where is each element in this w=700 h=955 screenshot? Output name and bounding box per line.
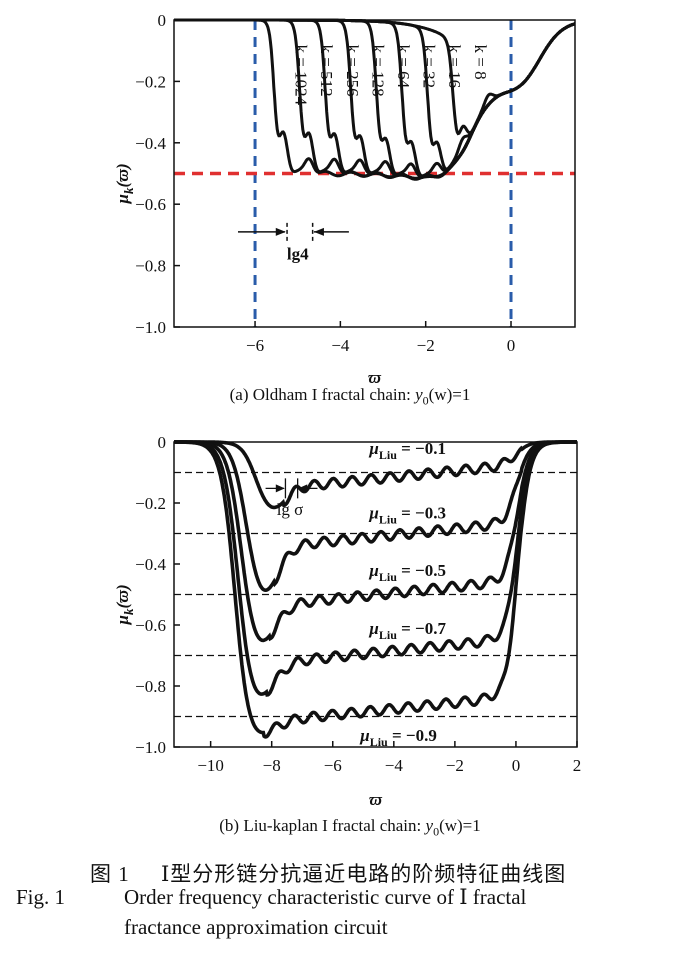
series-label-k-512: k = 512 [317,45,336,97]
series-label-mu-1: μLiu = −0.3 [368,503,446,526]
y-tick-label-b: −0.4 [135,555,166,574]
series-label-k-64: k = 64 [394,45,413,89]
caption-a: (a) Oldham I fractal chain: y0(w)=1 [229,385,471,408]
figure-label-cn: 图 1 [90,862,130,886]
series-label-mu-sub: Liu [379,512,397,526]
figure-title-cn: 图 1 Ⅰ型分形链分抗逼近电路的阶频特征曲线图 [90,858,566,888]
figure-title-en-line1: Fig. 1 Order frequency characteristic cur… [16,885,526,910]
series-label-mu-value: = −0.5 [397,561,446,580]
series-label-k-16: k = 16 [445,45,464,89]
y-tick-label-a: −0.2 [135,72,166,91]
series-label-mu-sub: Liu [370,735,388,749]
x-axis-label-b: ϖ [369,790,383,809]
y-tick-label-a: −0.4 [135,134,166,153]
y-axis-label-a-mu: μ [113,194,132,204]
y-axis-label-b-arg: (ϖ) [113,584,132,608]
y-tick-label-b: −0.6 [135,616,166,635]
annotation-lg-sigma: lg σ [277,500,304,519]
x-tick-label-b: −10 [197,756,224,775]
y-tick-label-a: −0.8 [135,257,166,276]
series-label-mu-symbol: μ [368,619,378,638]
chart-b: −10 −8 −6 −4 −2 0 20−0.2−0.4−0.6−0.8−1.0ϖμk(ϖ)… [113,433,582,809]
figure-text-cn: Ⅰ型分形链分抗逼近电路的阶频特征曲线图 [161,862,567,886]
series-line-k-32 [174,18,576,178]
y-axis-label-a-sub: k [121,187,136,194]
series-label-mu-sub: Liu [379,570,397,584]
lg4-arrowhead-right [313,227,324,236]
figure-text-en-2: fractance approximation circuit [124,915,388,939]
series-label-mu-symbol: μ [359,726,369,745]
series-label-mu-3: μLiu = −0.7 [368,619,446,642]
series-label-mu-symbol: μ [368,439,378,458]
series-label-mu-value: = −0.3 [397,503,446,522]
y-tick-label-b: 0 [158,433,167,452]
series-line-mu-2 [174,440,577,643]
y-tick-label-a: −0.6 [135,195,166,214]
series-label-mu-value: = −0.9 [388,726,437,745]
series-label-k-32: k = 32 [420,45,439,89]
y-tick-label-b: −0.2 [135,494,166,513]
x-tick-label-b: −6 [324,756,342,775]
series-line-mu-4 [174,440,577,739]
series-line-mu-3 [174,440,577,697]
y-axis-label-a: μk(ϖ) [113,163,136,204]
series-label-k-8: k = 8 [471,45,490,80]
series-label-mu-0: μLiu = −0.1 [368,439,446,462]
lg4-arrowhead-left [275,227,286,236]
series-label-mu-sub: Liu [379,628,397,642]
y-axis-label-b-mu: μ [113,615,132,625]
chart-a: −6 −4 −2 0 0 −0.2 −0.4 −0.6 −0.8 −1.0 ϖ μk(ϖ) k = 1… [113,11,576,387]
series-line-k-64 [174,18,576,179]
y-tick-label-b: −1.0 [135,738,166,757]
x-axis-label-a: ϖ [368,368,382,387]
y-tick-label-a: −1.0 [135,318,166,337]
y-tick-label-a: 0 [158,11,167,30]
y-axis-label-b-sub: k [121,608,136,615]
x-tick-label-a: −4 [331,336,350,355]
series-label-k-1024: k = 1024 [292,45,311,106]
plot-frame-a [173,19,576,328]
series-label-mu-sub: Liu [379,448,397,462]
caption-b: (b) Liu-kaplan I fractal chain: y0(w)=1 [219,816,481,839]
series-label-mu-symbol: μ [368,503,378,522]
y-axis-label-b: μk(ϖ) [113,584,136,625]
series-line-mu-0 [174,440,577,510]
x-tick-label-b: 0 [512,756,521,775]
series-label-k-256: k = 256 [343,45,362,97]
series-label-mu-value: = −0.1 [397,439,446,458]
y-axis-label-a-arg: (ϖ) [113,163,132,187]
series-label-mu-value: = −0.7 [397,619,447,638]
figure-title-en-line2: fractance approximation circuit [124,915,388,940]
plot-frame-b [173,441,578,748]
x-tick-label-b: 2 [573,756,582,775]
series-label-mu-symbol: μ [368,561,378,580]
x-tick-label-a: −6 [246,336,264,355]
x-tick-label-a: −2 [417,336,435,355]
figure-text-en-1: Order frequency characteristic curve of … [124,885,527,909]
lgsigma-arrowhead-left [275,484,285,493]
series-label-mu-2: μLiu = −0.5 [368,561,446,584]
annotation-lg4: lg4 [287,244,309,263]
lgsigma-arrowhead-right [298,484,308,493]
x-tick-label-b: −4 [385,756,404,775]
x-tick-label-b: −8 [263,756,281,775]
series-line-mu-1 [174,440,577,593]
series-label-mu-4: μLiu = −0.9 [359,726,437,749]
series-label-k-128: k = 128 [368,45,387,97]
x-tick-label-b: −2 [446,756,464,775]
figure-label-en: Fig. 1 [16,885,66,909]
y-tick-label-b: −0.8 [135,677,166,696]
x-tick-label-a: 0 [507,336,516,355]
